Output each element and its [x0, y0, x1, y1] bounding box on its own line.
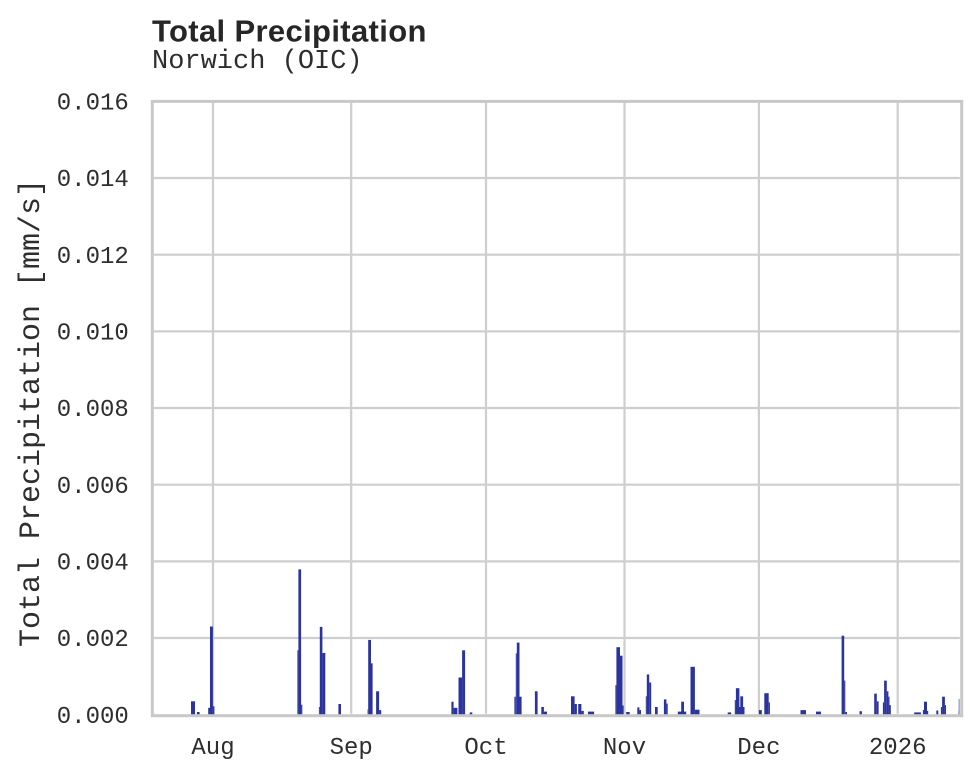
svg-text:0.012: 0.012 — [57, 244, 129, 271]
svg-text:0.004: 0.004 — [57, 551, 129, 578]
svg-text:0.000: 0.000 — [57, 704, 129, 731]
svg-text:0.010: 0.010 — [57, 321, 129, 348]
svg-text:0.002: 0.002 — [57, 627, 129, 654]
svg-text:Total Precipitation: Total Precipitation — [152, 13, 427, 48]
svg-text:Oct: Oct — [464, 735, 507, 762]
svg-text:0.016: 0.016 — [57, 90, 129, 117]
svg-text:Sep: Sep — [330, 735, 373, 762]
svg-text:0.006: 0.006 — [57, 474, 129, 501]
svg-text:Dec: Dec — [737, 735, 780, 762]
svg-text:Norwich (OIC): Norwich (OIC) — [152, 47, 363, 77]
svg-text:0.014: 0.014 — [57, 167, 129, 194]
svg-text:Nov: Nov — [603, 735, 646, 762]
svg-text:2026: 2026 — [869, 735, 927, 762]
svg-text:0.008: 0.008 — [57, 397, 129, 424]
svg-text:Total Precipitation [mm/s]: Total Precipitation [mm/s] — [15, 179, 49, 647]
svg-text:Aug: Aug — [191, 735, 234, 762]
